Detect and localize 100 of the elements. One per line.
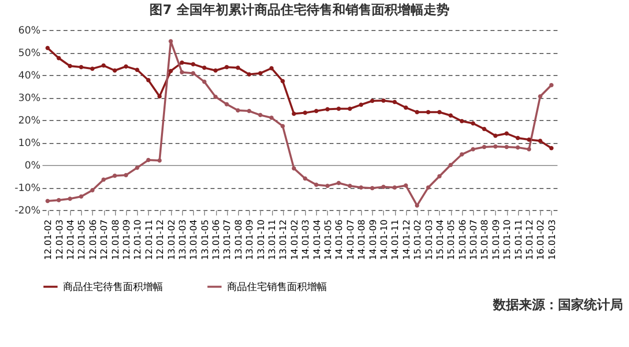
- point: [470, 147, 476, 152]
- point: [56, 56, 61, 60]
- point: [135, 68, 140, 72]
- point: [79, 65, 84, 70]
- x-tick-label: 15.01-02: [414, 220, 424, 260]
- legend-label: 商品住宅销售面积增幅: [227, 280, 327, 293]
- point: [280, 78, 285, 84]
- point: [437, 174, 442, 178]
- point: [146, 78, 150, 82]
- x-tick-label: 13.01-07: [223, 220, 234, 260]
- y-tick-label: 20%: [18, 116, 40, 126]
- source-note: 数据来源：国家统计局: [492, 296, 623, 314]
- x-tick-label: 13.01-03: [178, 220, 188, 260]
- y-tick-label: -20%: [14, 206, 40, 216]
- point: [191, 62, 196, 66]
- x-tick-label: 14.01-11: [391, 220, 402, 260]
- point: [358, 102, 364, 107]
- point: [224, 102, 229, 106]
- x-tick-label: 15.01-06: [458, 219, 468, 260]
- point: [258, 112, 262, 118]
- x-tick-label: 14.01-06: [335, 219, 346, 260]
- point: [426, 185, 430, 190]
- x-tick-label: 13.01-08: [234, 219, 244, 260]
- point: [124, 64, 128, 69]
- point: [516, 136, 520, 140]
- x-tick-label: 13.01-11: [268, 220, 278, 260]
- point: [549, 83, 554, 88]
- x-tick-label: 14.01-02: [290, 220, 300, 260]
- point: [302, 176, 308, 181]
- point: [381, 184, 386, 189]
- point: [135, 166, 140, 170]
- x-tick-label: 12.01-06: [88, 219, 99, 260]
- point: [247, 108, 252, 114]
- point: [482, 144, 486, 150]
- x-tick-label: 12.01-09: [122, 219, 132, 260]
- y-tick-label: 40%: [18, 70, 40, 82]
- point: [68, 196, 72, 201]
- y-tick-label: 50%: [18, 48, 40, 59]
- point: [269, 116, 274, 120]
- point: [180, 70, 184, 74]
- point: [482, 126, 486, 132]
- point: [504, 131, 509, 136]
- x-tick-label: 13.01-09: [246, 219, 256, 260]
- point: [526, 137, 532, 142]
- x-tick-label: 12.01-11: [144, 220, 155, 260]
- x-tick-label: 12.01-10: [134, 219, 144, 260]
- point: [168, 68, 173, 74]
- point: [460, 152, 464, 157]
- x-tick-label: 12.01-04: [66, 219, 76, 260]
- x-tick-label: 16.01-02: [536, 220, 547, 260]
- point: [236, 108, 240, 112]
- point: [292, 112, 296, 116]
- x-tick-label: 15.01-04: [436, 219, 446, 260]
- y-tick-label: 60%: [18, 26, 40, 36]
- x-tick-label: 13.01-02: [167, 220, 178, 260]
- x-tick-label: 12.01-12: [156, 220, 166, 260]
- x-tick-label: 15.01-07: [470, 220, 480, 260]
- y-tick-label: 10%: [18, 138, 40, 149]
- x-tick-label: 12.01-03: [55, 220, 66, 260]
- point: [213, 94, 218, 99]
- point: [280, 124, 285, 128]
- point: [414, 110, 420, 114]
- x-tick-label: 15.01-12: [526, 220, 536, 260]
- x-tick-label: 14.01-09: [368, 219, 379, 260]
- point: [504, 144, 509, 150]
- point: [146, 158, 150, 162]
- point: [358, 185, 364, 190]
- point: [414, 203, 420, 208]
- point: [258, 71, 262, 76]
- point: [404, 183, 408, 188]
- x-tick-label: 12.01-08: [111, 219, 122, 260]
- point: [392, 100, 397, 104]
- x-tick-label: 16.01-03: [548, 220, 558, 260]
- point: [348, 184, 352, 188]
- point: [381, 98, 386, 103]
- point: [45, 198, 50, 204]
- x-tick-label: 14.01-05: [324, 220, 334, 260]
- point: [426, 110, 430, 114]
- point: [526, 147, 532, 152]
- x-tick-label: 13.01-04: [190, 219, 200, 260]
- point: [112, 68, 117, 73]
- point: [448, 162, 453, 168]
- point: [538, 138, 542, 144]
- x-tick-label: 14.01-08: [358, 219, 368, 260]
- point: [236, 66, 240, 70]
- point: [325, 107, 330, 112]
- point: [370, 98, 374, 103]
- legend-label: 商品住宅待售面积增幅: [63, 280, 163, 293]
- x-tick-label: 12.01-07: [100, 220, 110, 260]
- point: [90, 188, 94, 192]
- point: [314, 108, 318, 114]
- point: [247, 72, 252, 76]
- x-tick-label: 15.01-09: [492, 219, 502, 260]
- point: [45, 46, 50, 50]
- point: [202, 66, 206, 70]
- point: [191, 71, 196, 76]
- point: [348, 106, 352, 111]
- point: [79, 194, 84, 199]
- x-tick-label: 15.01-10: [503, 219, 514, 260]
- y-tick-label: 30%: [18, 93, 40, 104]
